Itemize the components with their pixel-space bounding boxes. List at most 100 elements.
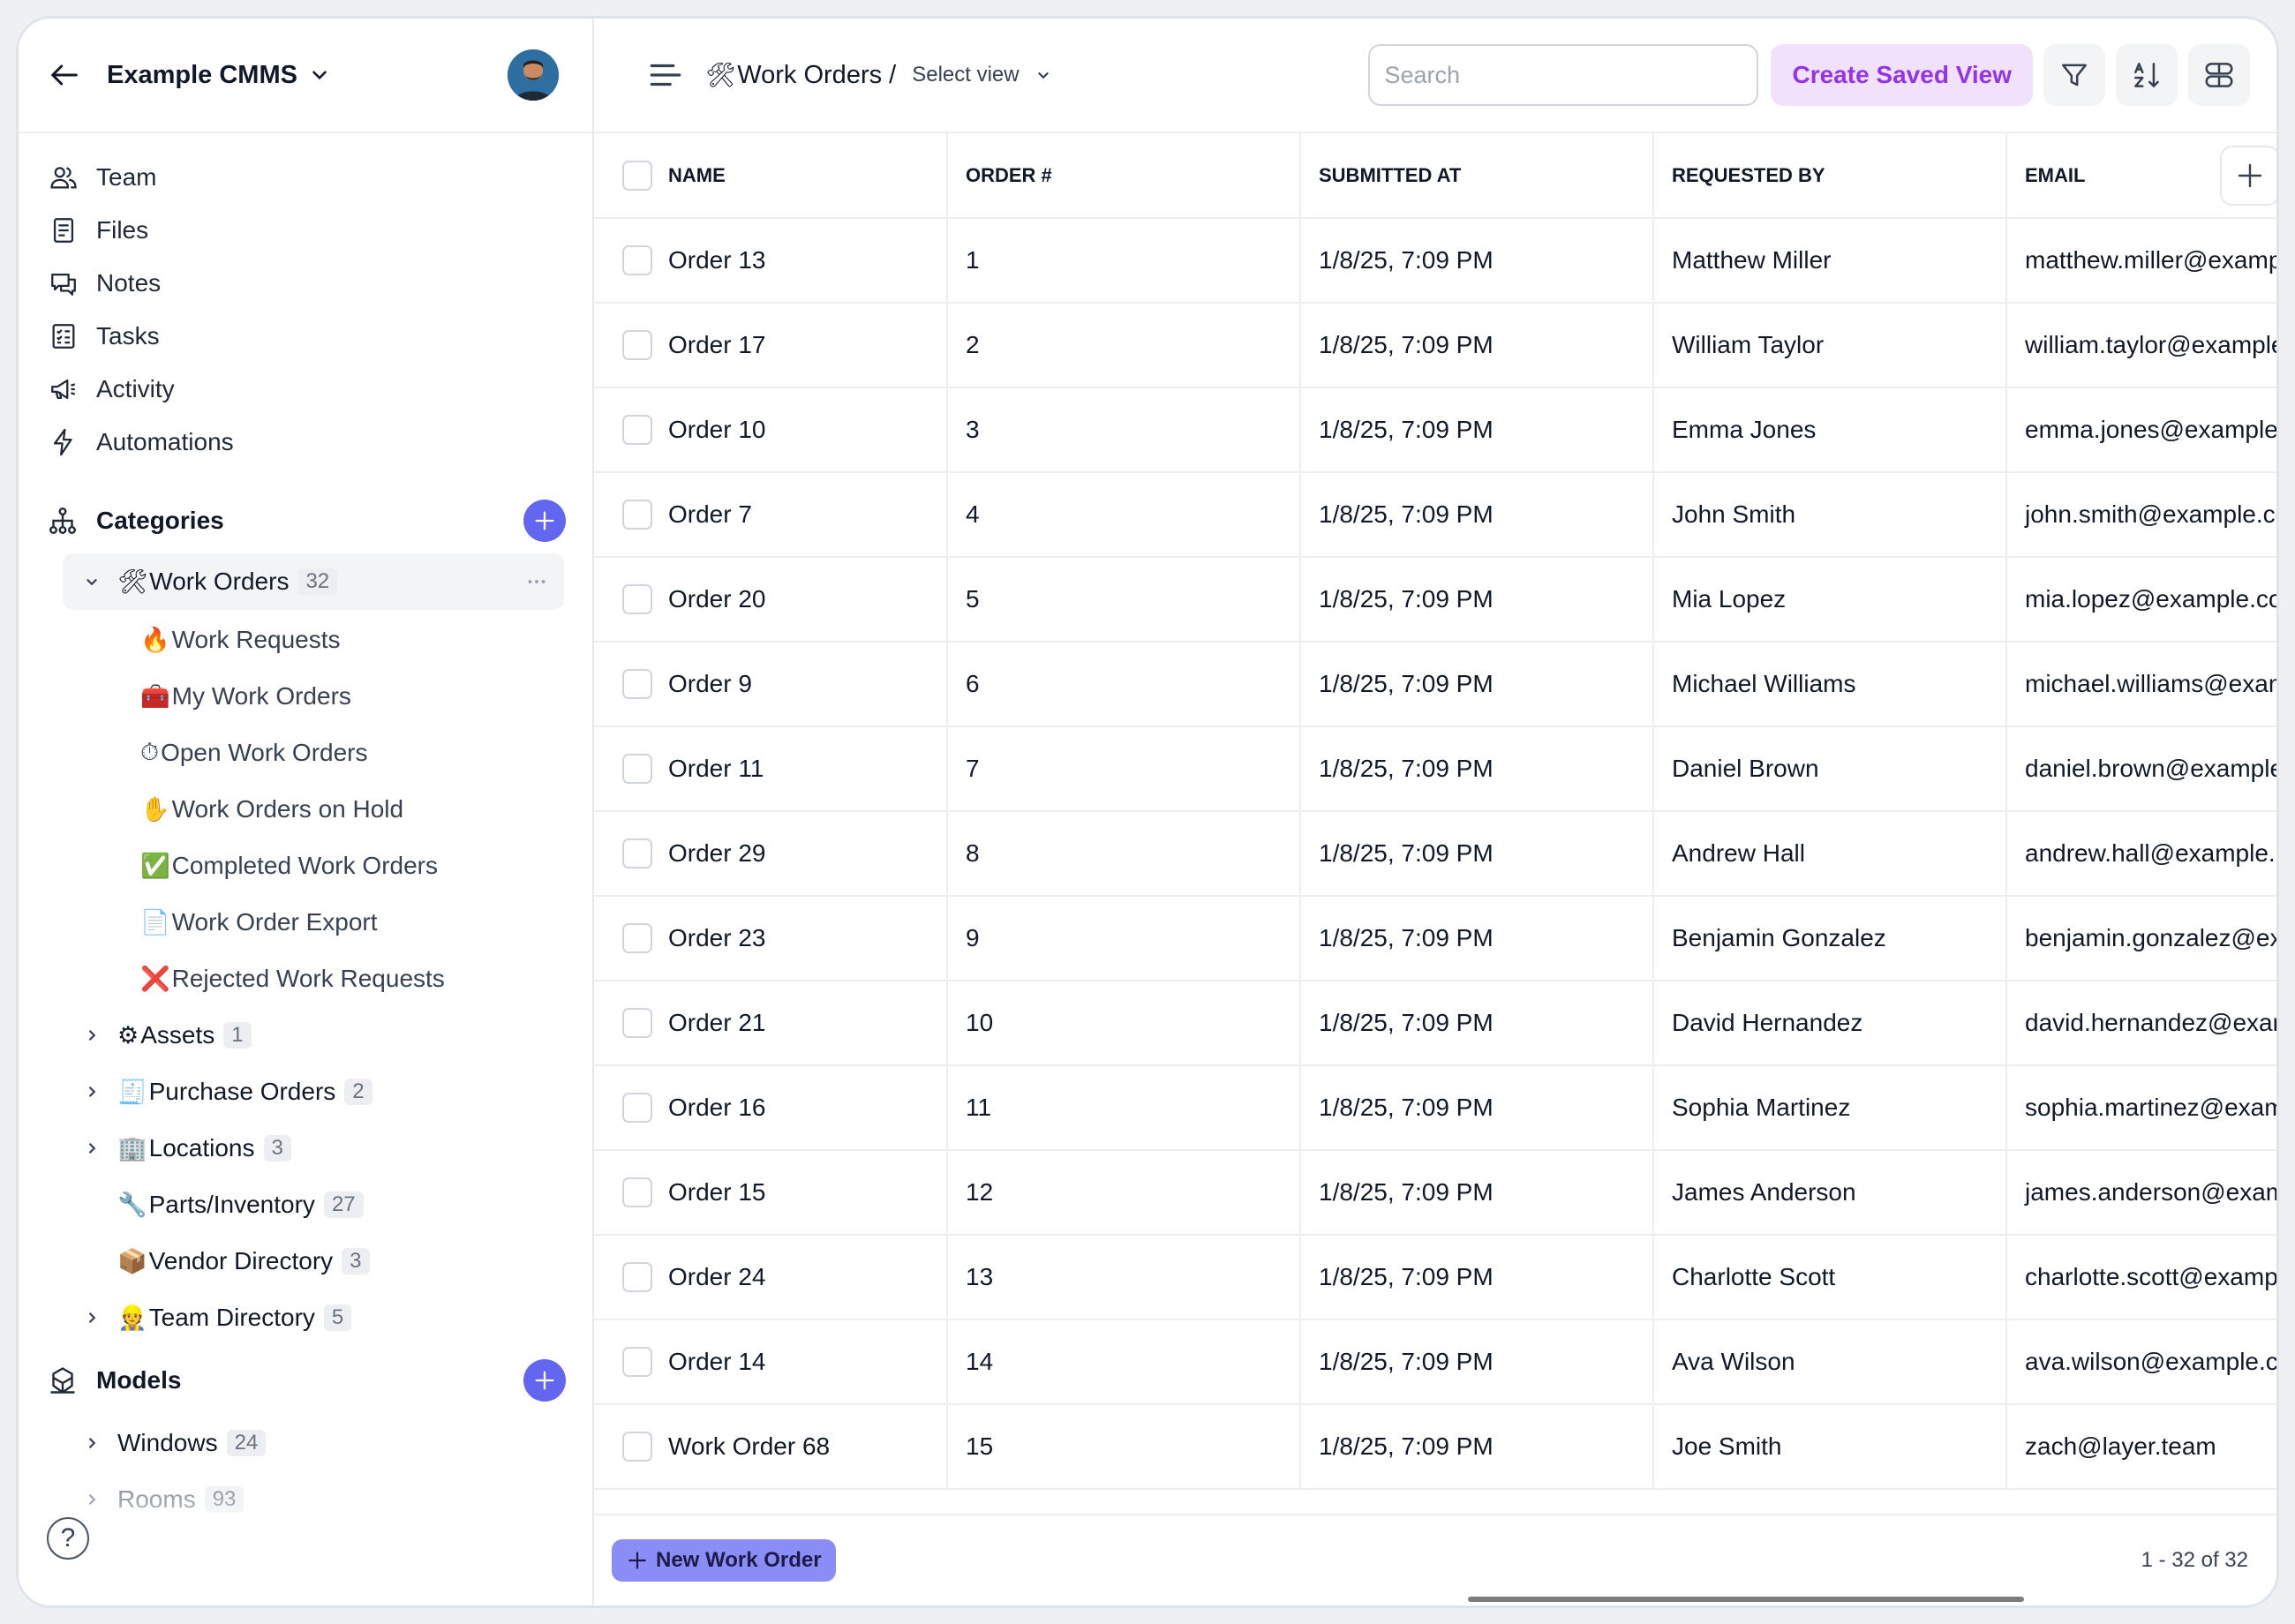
cell-order-number[interactable]: 9 [947,896,1301,981]
model-rooms[interactable]: Rooms 93 [63,1471,564,1528]
cell-order-number[interactable]: 3 [947,387,1301,473]
cell-name[interactable]: Order 11 [656,726,948,812]
cell-order-number[interactable]: 1 [947,218,1301,304]
cell-submitted-at[interactable]: 1/8/25, 7:09 PM [1300,557,1654,643]
cell-submitted-at[interactable]: 1/8/25, 7:09 PM [1300,1404,1654,1490]
column-header-submitted-at[interactable]: Submitted At [1300,133,1654,219]
cell-order-number[interactable]: 8 [947,811,1301,897]
cell-email[interactable]: mia.lopez@example.com [2006,557,2276,643]
row-checkbox[interactable] [622,754,652,784]
cell-email[interactable]: michael.williams@example.com [2006,642,2276,727]
view-work-order-export[interactable]: 📄 Work Order Export [19,894,592,951]
cell-submitted-at[interactable]: 1/8/25, 7:09 PM [1300,1320,1654,1405]
cell-submitted-at[interactable]: 1/8/25, 7:09 PM [1300,1235,1654,1320]
cell-order-number[interactable]: 6 [947,642,1301,727]
table-row[interactable]: Order 20 5 1/8/25, 7:09 PM Mia Lopez mia.lop… [594,557,2276,643]
view-rejected-work-requests[interactable]: ❌ Rejected Work Requests [19,951,592,1007]
cell-requested-by[interactable]: Matthew Miller [1653,218,2007,304]
nav-item-files[interactable]: Files [19,204,592,257]
table-row[interactable]: Work Order 68 15 1/8/25, 7:09 PM Joe Smith z… [594,1404,2276,1490]
layout-button[interactable] [2188,44,2250,106]
cell-order-number[interactable]: 4 [947,472,1301,558]
cell-email[interactable]: john.smith@example.com [2006,472,2276,558]
cell-email[interactable]: matthew.miller@example.com [2006,218,2276,304]
cell-email[interactable]: andrew.hall@example.com [2006,811,2276,897]
category-work-orders[interactable]: 🛠 Work Orders 32 [63,553,564,610]
help-button[interactable]: ? [47,1517,89,1560]
chevron-down-icon[interactable] [82,572,102,591]
chevron-down-icon[interactable] [1034,65,1053,85]
category-parts-inventory[interactable]: 🔧 Parts/Inventory 27 [63,1177,564,1233]
chevron-right-icon[interactable] [82,1026,102,1045]
row-checkbox[interactable] [622,1432,652,1462]
cell-requested-by[interactable]: William Taylor [1653,303,2007,388]
table-row[interactable]: Order 29 8 1/8/25, 7:09 PM Andrew Hall andre… [594,811,2276,897]
cell-name[interactable]: Order 7 [656,472,948,558]
table-row[interactable]: Order 16 11 1/8/25, 7:09 PM Sophia Martinez… [594,1065,2276,1151]
chevron-right-icon[interactable] [82,1433,102,1453]
nav-item-tasks[interactable]: Tasks [19,310,592,363]
add-category-button[interactable] [523,500,566,542]
cell-name[interactable]: Order 9 [656,642,948,727]
cell-order-number[interactable]: 15 [947,1404,1301,1490]
cell-email[interactable]: emma.jones@example.com [2006,387,2276,473]
cell-requested-by[interactable]: Andrew Hall [1653,811,2007,897]
cell-email[interactable]: charlotte.scott@example.com [2006,1235,2276,1320]
cell-email[interactable]: daniel.brown@example.com [2006,726,2276,812]
cell-name[interactable]: Order 14 [656,1320,948,1405]
avatar[interactable] [508,49,559,101]
menu-icon[interactable] [647,56,684,94]
cell-name[interactable]: Order 20 [656,557,948,643]
chevron-right-icon[interactable] [82,1139,102,1158]
filter-button[interactable] [2043,44,2105,106]
category-vendor-directory[interactable]: 📦 Vendor Directory 3 [63,1233,564,1289]
cell-name[interactable]: Order 23 [656,896,948,981]
view-my-work-orders[interactable]: 🧰 My Work Orders [19,668,592,725]
nav-item-activity[interactable]: Activity [19,363,592,416]
cell-requested-by[interactable]: James Anderson [1653,1150,2007,1236]
row-checkbox[interactable] [622,245,652,275]
cell-name[interactable]: Order 13 [656,218,948,304]
table-row[interactable]: Order 13 1 1/8/25, 7:09 PM Matthew Miller ma… [594,218,2276,304]
cell-submitted-at[interactable]: 1/8/25, 7:09 PM [1300,1065,1654,1151]
add-column-button[interactable] [2220,146,2276,206]
row-checkbox[interactable] [622,1093,652,1123]
row-checkbox[interactable] [622,584,652,614]
cell-requested-by[interactable]: Charlotte Scott [1653,1235,2007,1320]
row-checkbox[interactable] [622,669,652,699]
cell-requested-by[interactable]: David Hernandez [1653,981,2007,1066]
cell-name[interactable]: Order 17 [656,303,948,388]
nav-item-notes[interactable]: Notes [19,257,592,310]
arrow-left-icon[interactable] [47,57,82,93]
cell-requested-by[interactable]: Joe Smith [1653,1404,2007,1490]
cell-order-number[interactable]: 10 [947,981,1301,1066]
cell-order-number[interactable]: 11 [947,1065,1301,1151]
category-locations[interactable]: 🏢 Locations 3 [63,1120,564,1177]
table-row[interactable]: Order 17 2 1/8/25, 7:09 PM William Taylor wi… [594,303,2276,388]
model-windows[interactable]: Windows 24 [63,1415,564,1471]
cell-requested-by[interactable]: Mia Lopez [1653,557,2007,643]
cell-order-number[interactable]: 2 [947,303,1301,388]
cell-order-number[interactable]: 5 [947,557,1301,643]
cell-submitted-at[interactable]: 1/8/25, 7:09 PM [1300,896,1654,981]
row-checkbox[interactable] [622,1347,652,1377]
breadcrumb-title[interactable]: Work Orders / [737,60,897,89]
cell-requested-by[interactable]: Emma Jones [1653,387,2007,473]
cell-email[interactable]: benjamin.gonzalez@example.com [2006,896,2276,981]
cell-submitted-at[interactable]: 1/8/25, 7:09 PM [1300,218,1654,304]
new-work-order-button[interactable]: New Work Order [612,1539,836,1582]
row-checkbox[interactable] [622,500,652,530]
row-checkbox[interactable] [622,838,652,868]
cell-requested-by[interactable]: Sophia Martinez [1653,1065,2007,1151]
row-checkbox[interactable] [622,1177,652,1207]
cell-order-number[interactable]: 14 [947,1320,1301,1405]
cell-submitted-at[interactable]: 1/8/25, 7:09 PM [1300,811,1654,897]
table-row[interactable]: Order 23 9 1/8/25, 7:09 PM Benjamin Gonzale… [594,896,2276,981]
cell-order-number[interactable]: 12 [947,1150,1301,1236]
cell-name[interactable]: Order 24 [656,1235,948,1320]
select-all-checkbox[interactable] [622,160,652,191]
cell-requested-by[interactable]: Ava Wilson [1653,1320,2007,1405]
add-model-button[interactable] [523,1359,566,1402]
category-assets[interactable]: ⚙ Assets 1 [63,1007,564,1064]
table-row[interactable]: Order 7 4 1/8/25, 7:09 PM John Smith john.sm… [594,472,2276,558]
